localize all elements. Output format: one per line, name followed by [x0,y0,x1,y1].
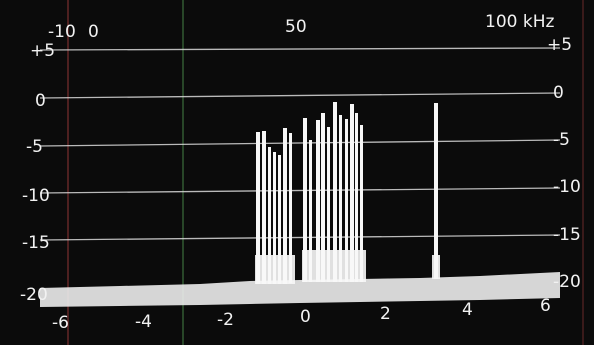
grid-line-plus5 [39,47,561,51]
left-scale-minus20: -20 [20,285,48,305]
bottom-scale-2: 2 [380,304,391,324]
top-label-100khz: 100 kHz [485,12,554,32]
top-label-minus10: -10 [48,22,76,42]
left-scale-0: 0 [35,91,46,111]
bottom-scale-6: 6 [540,296,551,316]
left-scale-minus10: -10 [22,186,50,206]
top-label-50: 50 [285,17,307,37]
grid-line-0 [39,92,561,99]
grid-line-minus5 [39,139,561,147]
bottom-scale-0: 0 [300,307,311,327]
grid-line-minus15 [39,234,561,241]
photo-border-bottom [0,345,602,353]
left-scale-minus15: -15 [22,233,50,253]
top-label-0: 0 [88,22,99,42]
grid-line-minus10 [39,187,561,194]
left-scale-minus5: -5 [26,137,43,157]
noise-floor [40,272,560,307]
photo-border-right [594,0,602,353]
bottom-scale-minus6: -6 [52,313,69,333]
right-scale-0: 0 [553,83,564,103]
right-scale-minus10: -10 [553,177,581,197]
right-scale-minus5: -5 [553,130,570,150]
right-scale-minus20: -20 [553,272,581,292]
spectral-lines [255,102,440,284]
right-scale-minus15: -15 [553,225,581,245]
bottom-scale-4: 4 [462,300,473,320]
right-scale-plus5: +5 [547,35,572,55]
left-scale-plus5: +5 [30,41,55,61]
bottom-scale-minus2: -2 [217,310,234,330]
bottom-scale-minus4: -4 [135,312,152,332]
